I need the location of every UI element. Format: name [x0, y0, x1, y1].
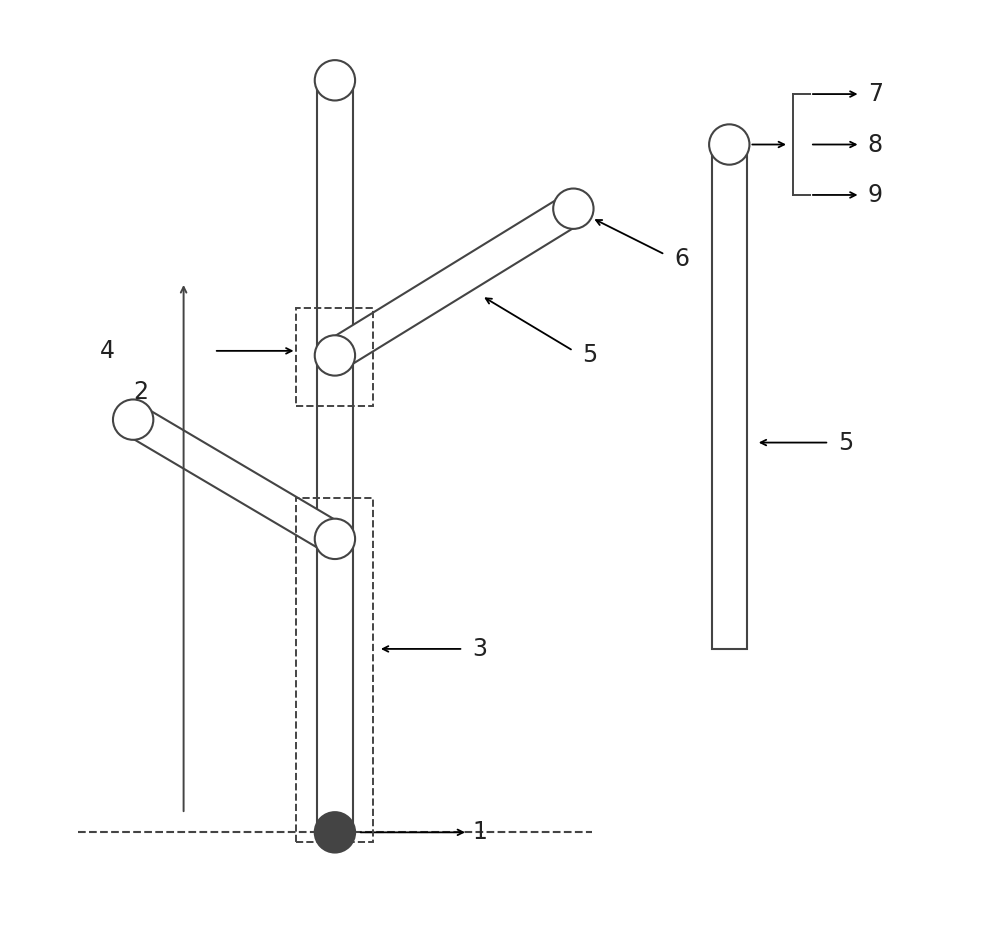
Text: 8: 8 [868, 132, 883, 156]
Circle shape [709, 125, 749, 165]
Circle shape [315, 812, 355, 853]
Circle shape [315, 61, 355, 101]
Circle shape [113, 399, 153, 439]
Bar [296, 308, 373, 406]
Text: 5: 5 [838, 430, 854, 454]
Bar [712, 144, 747, 649]
Text: 7: 7 [868, 82, 883, 106]
Circle shape [315, 335, 355, 375]
Text: 5: 5 [583, 344, 598, 368]
Text: 4: 4 [100, 339, 115, 363]
Circle shape [315, 519, 355, 559]
Polygon shape [125, 405, 343, 553]
Polygon shape [326, 195, 582, 370]
Text: 1: 1 [472, 820, 487, 844]
Bar [317, 80, 353, 832]
Circle shape [553, 189, 594, 229]
Text: 2: 2 [133, 380, 148, 404]
Text: 6: 6 [674, 247, 689, 271]
Text: 3: 3 [472, 637, 487, 661]
Bar [296, 497, 373, 842]
Text: 9: 9 [868, 183, 883, 207]
